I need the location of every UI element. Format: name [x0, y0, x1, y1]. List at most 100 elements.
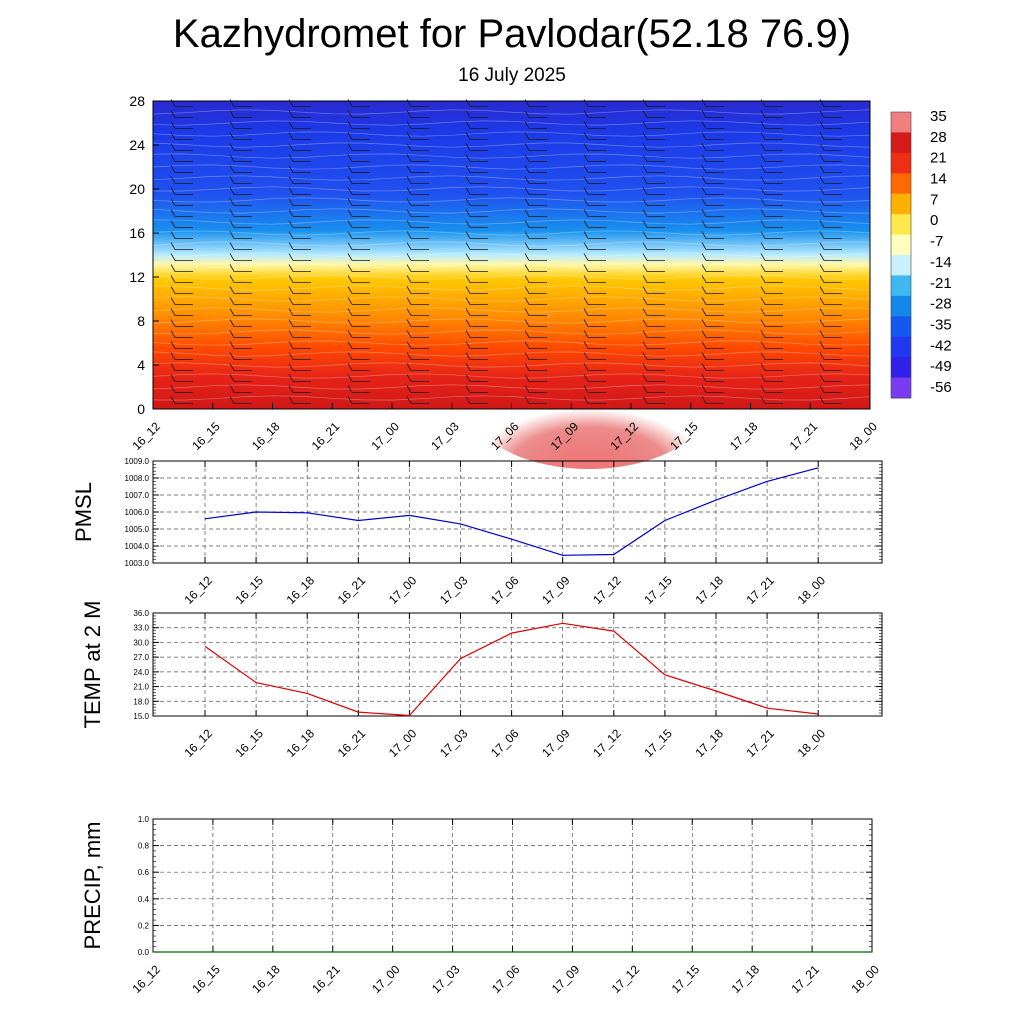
wind-barb-flag [170, 209, 176, 217]
colorbar-label: 7 [930, 191, 938, 208]
wind-barb-flag [347, 231, 353, 239]
wind-barb-flag [347, 220, 353, 228]
y-tick-label: 1005.0 [125, 525, 150, 534]
x-tick-label: 16_18 [284, 726, 318, 760]
wind-barb-flag [760, 330, 766, 338]
wind-barb-flag [288, 275, 294, 283]
wind-barb-flag [347, 308, 353, 316]
wind-barb-flag [465, 231, 471, 239]
wind-barb-flag [288, 110, 294, 118]
wind-barb-flag [642, 264, 648, 272]
wind-barb-flag [288, 264, 294, 272]
wind-barb-flag [406, 264, 412, 272]
wind-barb-flag [229, 385, 235, 393]
colorbar-label: -49 [930, 358, 952, 375]
temp-panel: 15.0 18.0 21.0 24.0 27.0 30.0 33.0 36.0 16_12 16_… [80, 601, 883, 760]
wind-barb-flag [642, 132, 648, 140]
contour-line [152, 197, 871, 203]
wind-barb-flag [701, 121, 707, 129]
contour-line [152, 219, 871, 225]
wind-barb-flag [642, 396, 648, 404]
temperature-field [153, 101, 870, 409]
wind-barb-flag [170, 154, 176, 162]
wind-barb-flag [701, 253, 707, 261]
y-tick-label: 33.0 [133, 624, 149, 633]
wind-barb-flag [583, 264, 589, 272]
wind-barb-flag [819, 385, 825, 393]
wind-barb-flag [347, 143, 353, 151]
wind-barb-flag [170, 319, 176, 327]
wind-barb-flag [819, 374, 825, 382]
wind-barb-flag [701, 242, 707, 250]
wind-barb-flag [288, 121, 294, 129]
wind-barb-flag [229, 209, 235, 217]
wind-barb-flag [288, 165, 294, 173]
wind-barb-flag [524, 176, 530, 184]
wind-barb-flag [524, 352, 530, 360]
wind-barb-flag [524, 110, 530, 118]
wind-barb-flag [524, 154, 530, 162]
wind-barb-flag [170, 143, 176, 151]
wind-barb-flag [701, 363, 707, 371]
wind-barb-flag [288, 132, 294, 140]
wind-barb-flag [642, 319, 648, 327]
x-tick-label: 17_18 [727, 419, 761, 453]
wind-barb-flag [760, 396, 766, 404]
wind-barb-flag [819, 242, 825, 250]
wind-barb-flag [347, 209, 353, 217]
wind-barb-flag [465, 363, 471, 371]
wind-barb-flag [406, 352, 412, 360]
wind-barb-flag [347, 297, 353, 305]
wind-barb-flag [288, 374, 294, 382]
wind-barb-flag [642, 341, 648, 349]
wind-barb-flag [229, 308, 235, 316]
contour-line [152, 340, 871, 346]
wind-barb-flag [465, 341, 471, 349]
wind-barb-flag [465, 132, 471, 140]
wind-barb-flag [288, 220, 294, 228]
x-tick-label: 16_18 [249, 962, 283, 996]
contour-line [152, 164, 871, 170]
y-tick-label: 1008.0 [125, 474, 150, 483]
wind-barb-flag [583, 132, 589, 140]
wind-barb-flag [524, 220, 530, 228]
colorbar-swatch [891, 377, 911, 399]
wind-barb-flag [229, 176, 235, 184]
x-tick-label: 17_06 [488, 573, 522, 607]
contour-line [152, 351, 871, 357]
wind-barb-flag [760, 220, 766, 228]
wind-barb-flag [583, 220, 589, 228]
wind-barb-flag [465, 209, 471, 217]
x-tick-label: 18_00 [795, 573, 829, 607]
wind-barb-flag [465, 220, 471, 228]
x-tick-label: 18_00 [848, 962, 882, 996]
wind-barb-flag [170, 176, 176, 184]
y-tick-label: 1.0 [138, 815, 150, 824]
wind-barb-flag [524, 143, 530, 151]
wind-barb-flag [288, 242, 294, 250]
wind-barb-flag [288, 231, 294, 239]
wind-barb-flag [583, 176, 589, 184]
wind-barb-flag [760, 231, 766, 239]
y-tick-label: 18.0 [133, 697, 149, 706]
wind-barb-flag [642, 286, 648, 294]
wind-barb-flag [347, 385, 353, 393]
wind-barb-flag [229, 330, 235, 338]
wind-barb-flag [406, 374, 412, 382]
wind-barb-flag [288, 297, 294, 305]
wind-barb-flag [760, 385, 766, 393]
wind-barb-flag [583, 143, 589, 151]
x-tick-label: 16_12 [181, 726, 215, 760]
wind-barb-flag [583, 308, 589, 316]
wind-barb-flag [229, 275, 235, 283]
wind-barb-flag [524, 308, 530, 316]
wind-barb-flag [347, 341, 353, 349]
wind-barb-flag [347, 374, 353, 382]
wind-barb-flag [170, 121, 176, 129]
wind-barb-flag [524, 132, 530, 140]
wind-barb-flag [524, 187, 530, 195]
x-tick-label: 17_21 [744, 726, 778, 760]
wind-barb-flag [819, 396, 825, 404]
y-tick-label: 24 [129, 137, 145, 153]
